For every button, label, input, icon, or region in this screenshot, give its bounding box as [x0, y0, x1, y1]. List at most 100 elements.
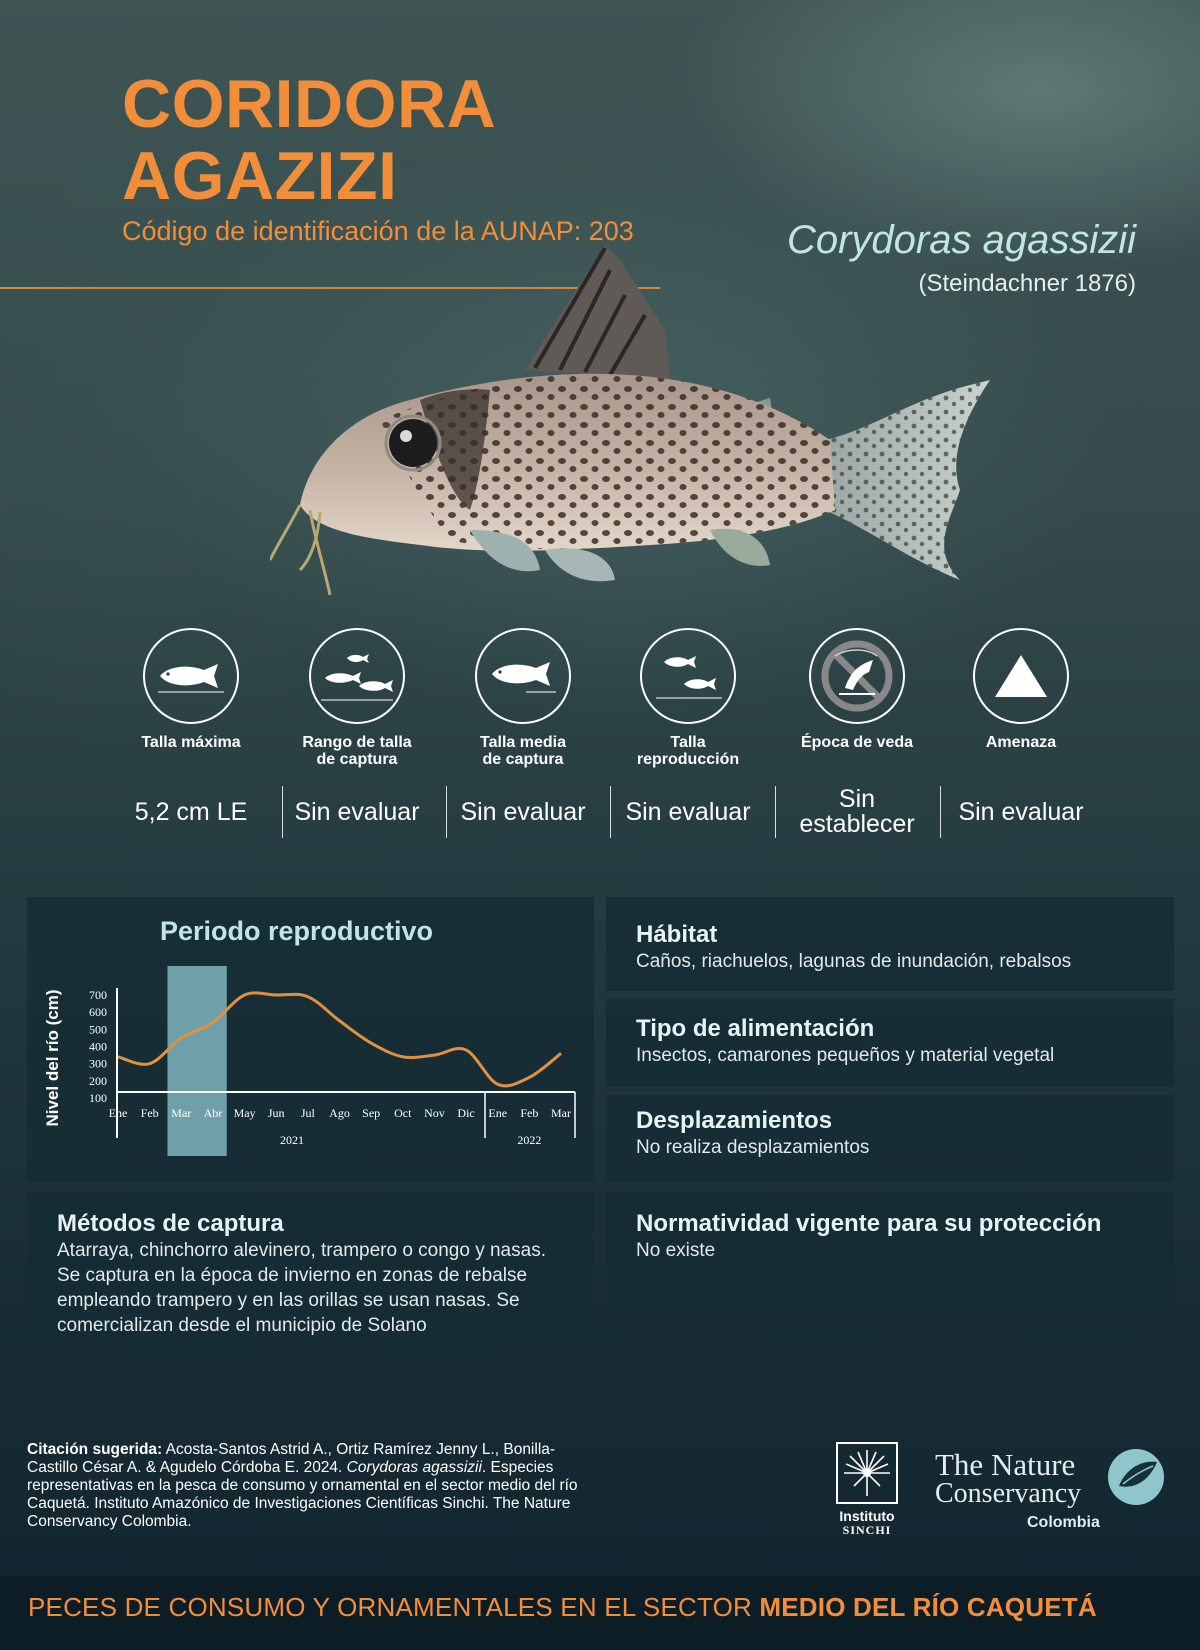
attribute-label: Época de veda: [800, 734, 914, 751]
tnc-logo: The Nature Conservancy Colombia: [935, 1447, 1100, 1532]
fish-icon: [475, 628, 571, 724]
year-label: 2022: [517, 1133, 541, 1147]
value-separator: [610, 786, 611, 838]
citation-label: Citación sugerida:: [27, 1441, 163, 1458]
header-divider: [0, 287, 660, 289]
attribute-value: Sin evaluar: [625, 797, 751, 826]
sinchi-name-line2: SINCHI: [842, 1523, 892, 1537]
regulation-title: Normatividad vigente para su protección: [636, 1210, 1102, 1237]
y-tick-label: 600: [89, 1005, 107, 1019]
attribute-value-line: Sin: [838, 785, 876, 813]
attribute-label: reproducción: [636, 751, 740, 768]
capture-text: Atarraya, chinchorro alevinero, trampero…: [57, 1240, 546, 1336]
x-tick-label: Sep: [362, 1106, 380, 1120]
attribute-rango-talla: Rango de talla de captura Sin evaluar: [277, 628, 437, 838]
tnc-name-line1: The Nature: [935, 1447, 1076, 1482]
x-tick-label: May: [234, 1106, 256, 1120]
food-text: Insectos, camarones pequeños y material …: [636, 1045, 1055, 1066]
y-axis-label: Nivel del río (cm): [43, 990, 62, 1127]
footer-text-bold: MEDIO DEL RÍO CAQUETÁ: [759, 1592, 1097, 1622]
triangle-icon: [973, 628, 1069, 724]
tnc-name-line2: Conservancy: [935, 1478, 1082, 1509]
x-tick-label: Oct: [394, 1106, 412, 1120]
citation: Citación sugerida: Acosta-Santos Astrid …: [27, 1441, 597, 1531]
attribute-talla-media: Talla media de captura Sin evaluar: [443, 628, 603, 838]
x-tick-label: Nov: [424, 1106, 445, 1120]
attribute-epoca-veda: Época de veda Sin establecer: [777, 628, 937, 838]
tnc-country: Colombia: [1027, 1514, 1100, 1531]
x-tick-label: Ago: [329, 1106, 350, 1120]
habitat-panel: Hábitat Caños, riachuelos, lagunas de in…: [606, 897, 1174, 991]
river-level-chart: 100 200 300 400 500 600 700 Nivel del río (cm) E…: [43, 966, 576, 1156]
river-level-line: [117, 991, 562, 1088]
fish-pectoral-fin: [470, 530, 540, 572]
year-label: 2021: [280, 1133, 304, 1147]
value-separator: [282, 786, 283, 838]
footer-title: PECES DE CONSUMO Y ORNAMENTALES EN EL SE…: [28, 1592, 1097, 1623]
reproductive-period-band: [167, 966, 227, 1156]
x-tick-label: Ene: [109, 1106, 128, 1120]
x-tick-label: Jul: [301, 1106, 316, 1120]
attribute-label: de captura: [316, 751, 398, 768]
fish-icon: [143, 628, 239, 724]
chart-title: Periodo reproductivo: [160, 916, 434, 946]
x-tick-label: Feb: [520, 1106, 538, 1120]
food-title: Tipo de alimentación: [636, 1015, 875, 1042]
attribute-value: Sin evaluar: [958, 797, 1084, 826]
sinchi-name-line1: Instituto: [839, 1508, 895, 1524]
fish-pair-icon: [640, 628, 736, 724]
attribute-label: Talla máxima: [141, 734, 241, 751]
citation-rest: . Especies representativas en la pesca d…: [27, 1459, 578, 1530]
citation-authors: Acosta-Santos Astrid A., Ortiz Ramírez J…: [27, 1441, 556, 1476]
y-tick-label: 300: [89, 1057, 107, 1071]
citation-species: Corydoras agassizii: [346, 1459, 482, 1476]
attribute-talla-maxima: Talla máxima 5,2 cm LE: [111, 628, 271, 838]
attribute-label: Talla media: [480, 734, 566, 751]
regulation-panel: Normatividad vigente para su protección …: [606, 1192, 1174, 1309]
food-panel: Tipo de alimentación Insectos, camarones…: [606, 999, 1174, 1087]
attribute-value: Sin evaluar: [294, 797, 420, 826]
x-tick-label: Mar: [171, 1106, 191, 1120]
scientific-name: Corydoras agassizii: [786, 218, 1136, 262]
species-author: (Steindachner 1876): [918, 270, 1136, 297]
footer-text-normal: PECES DE CONSUMO Y ORNAMENTALES EN EL SE…: [28, 1592, 760, 1622]
fish-eye: [389, 419, 437, 467]
footer-bar: [0, 1576, 1200, 1650]
attribute-value: Sin establecer: [777, 786, 937, 838]
attribute-value-line: establecer: [799, 810, 915, 838]
habitat-title: Hábitat: [636, 921, 718, 948]
value-separator: [940, 786, 941, 838]
value-separator: [775, 786, 776, 838]
no-fishing-icon: [809, 628, 905, 724]
y-tick-label: 100: [89, 1091, 107, 1105]
capture-methods-panel: Métodos de captura Atarraya, chinchorro …: [27, 1192, 594, 1362]
y-tick-label: 500: [89, 1022, 107, 1036]
value-separator: [446, 786, 447, 838]
x-tick-label: Feb: [141, 1106, 159, 1120]
fish-dorsal-fin: [525, 245, 670, 380]
attribute-talla-reproduccion: Talla reproducción Sin evaluar: [608, 628, 768, 838]
sinchi-emblem-icon: [836, 1442, 898, 1504]
movement-panel: Desplazamientos No realiza desplazamient…: [606, 1095, 1174, 1182]
y-tick-label: 200: [89, 1074, 107, 1088]
tnc-leaf-icon: [1108, 1449, 1164, 1505]
attribute-value: Sin evaluar: [460, 797, 586, 826]
attribute-amenaza: Amenaza Sin evaluar: [941, 628, 1101, 838]
attribute-label: de captura: [482, 751, 564, 768]
x-tick-label: Ene: [488, 1106, 507, 1120]
sinchi-logo: Instituto SINCHI: [835, 1442, 899, 1538]
x-tick-label: Mar: [551, 1106, 571, 1120]
capture-title: Métodos de captura: [57, 1210, 284, 1237]
title-line-2: AGAZIZI: [122, 138, 398, 214]
x-tick-label: Abr: [204, 1106, 223, 1120]
aunap-code: Código de identificación de la AUNAP: 20…: [122, 216, 634, 246]
regulation-text: No existe: [636, 1240, 716, 1261]
movement-text: No realiza desplazamientos: [636, 1137, 870, 1158]
fish-group-icon: [309, 628, 405, 724]
attribute-label: Talla: [670, 734, 706, 751]
x-tick-label: Dic: [457, 1106, 474, 1120]
attribute-label: Rango de talla: [302, 734, 412, 751]
y-tick-label: 700: [89, 988, 107, 1002]
movement-title: Desplazamientos: [636, 1107, 833, 1134]
title-line-1: CORIDORA: [122, 66, 497, 142]
